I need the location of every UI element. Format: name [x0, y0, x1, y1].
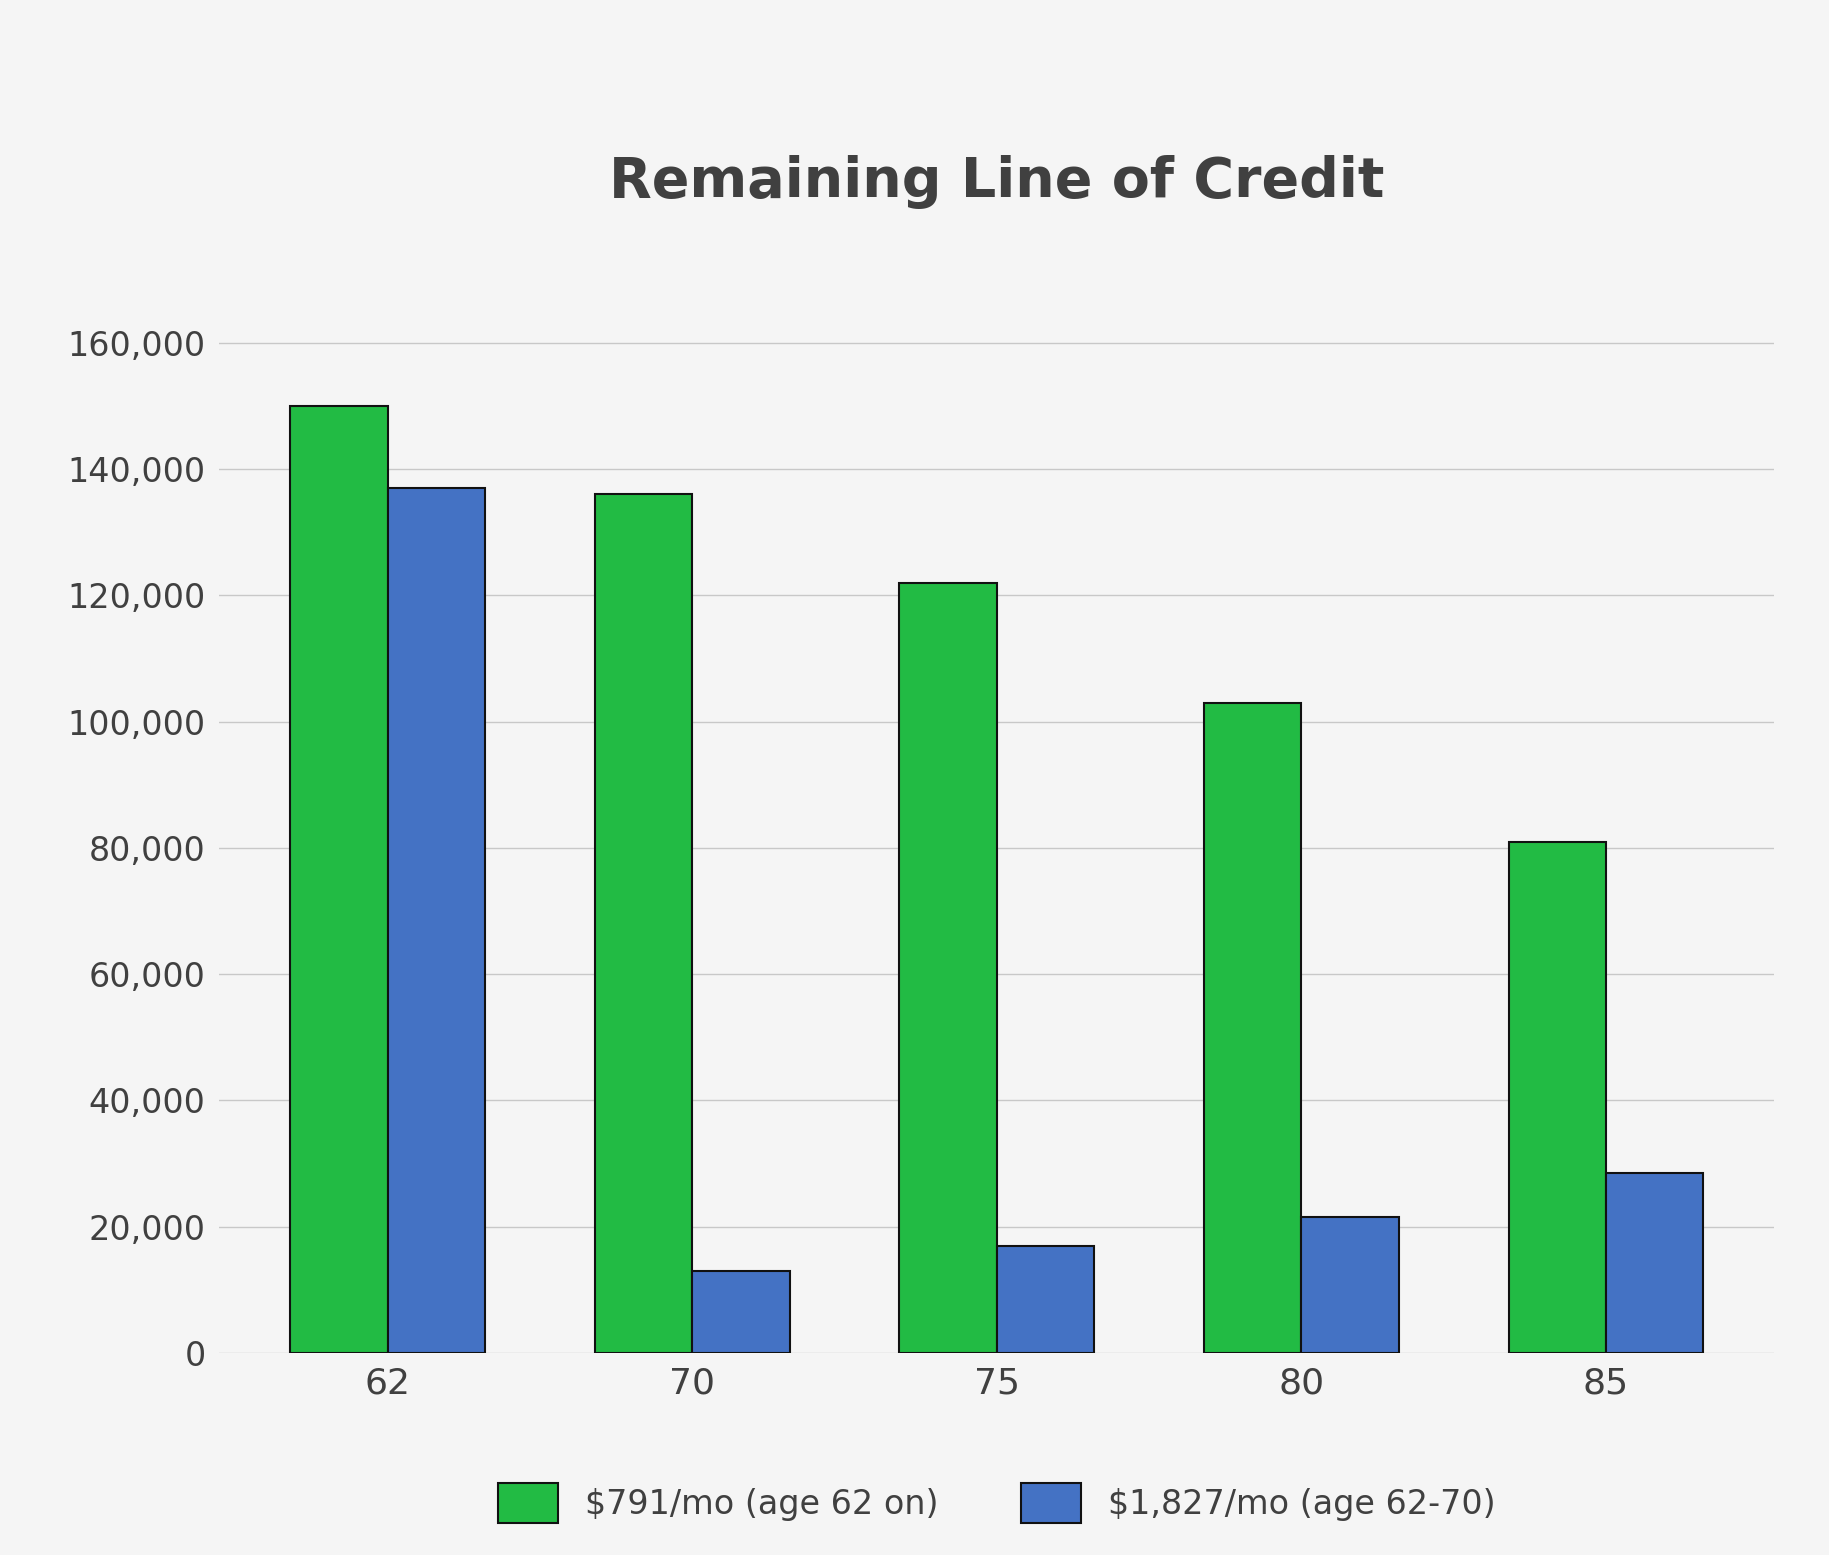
Bar [1302, 1218, 1399, 1353]
Bar [1606, 1172, 1703, 1353]
Bar [1203, 703, 1302, 1353]
Title: Remaining Line of Credit: Remaining Line of Credit [609, 154, 1385, 208]
Bar [291, 406, 388, 1353]
Bar [594, 494, 691, 1353]
Bar [1509, 841, 1606, 1353]
Bar [900, 583, 997, 1353]
Bar [997, 1246, 1094, 1353]
Legend: $791/mo (age 62 on), $1,827/mo (age 62-70): $791/mo (age 62 on), $1,827/mo (age 62-7… [481, 1466, 1513, 1539]
Bar [388, 488, 485, 1353]
Bar [691, 1270, 790, 1353]
